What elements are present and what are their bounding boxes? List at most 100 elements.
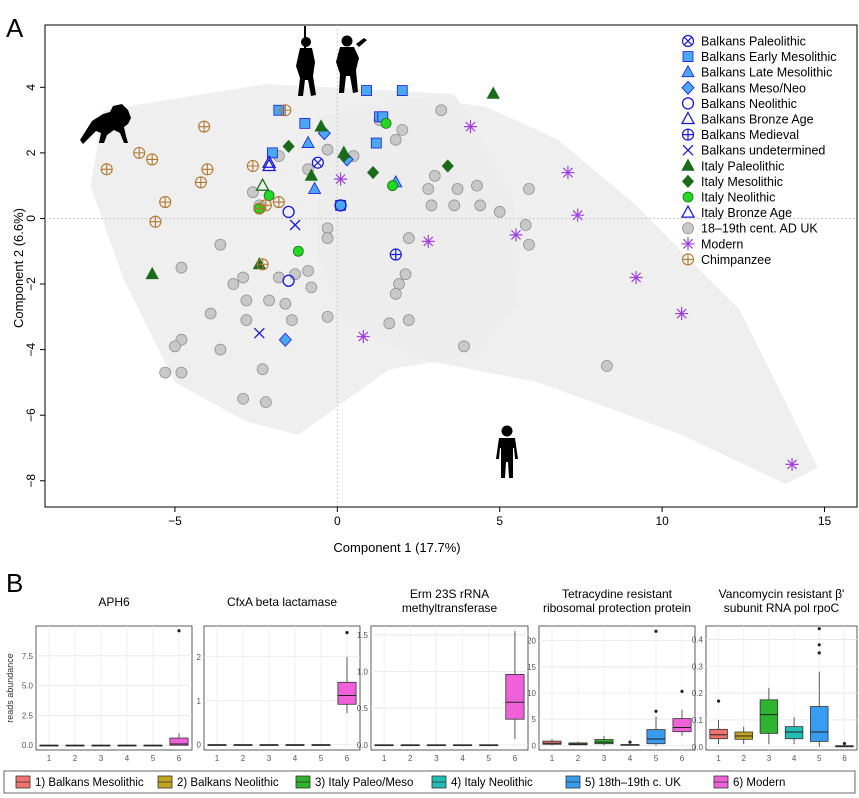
box-x-tick-label: 3 bbox=[767, 754, 772, 763]
box-4 bbox=[285, 744, 305, 746]
box-3 bbox=[594, 735, 614, 746]
balkans-late-mesolithic-point bbox=[307, 181, 322, 194]
italy-neolithic-point bbox=[380, 117, 392, 129]
boxplot-y-axis-label: reads abundance bbox=[5, 653, 15, 723]
boxplot-title: APH6 bbox=[98, 595, 130, 609]
box-x-tick-label: 2 bbox=[576, 754, 581, 763]
balkans-paleolithic-point bbox=[311, 156, 324, 169]
legend-marker-italy-neolithic bbox=[682, 191, 694, 203]
box-x-tick-label: 3 bbox=[99, 754, 104, 763]
chimpanzee-icon bbox=[80, 104, 131, 144]
chimpanzee-point bbox=[256, 258, 269, 271]
legend-label-balkans-early-mesolithic: Balkans Early Mesolithic bbox=[701, 50, 836, 64]
legend-label-italy-mesolithic: Italy Mesolithic bbox=[701, 175, 783, 189]
18-19th-cent-ad-uk-point bbox=[383, 317, 396, 330]
series-balkans-undetermined bbox=[253, 219, 301, 339]
italy-neolithic-point bbox=[263, 190, 275, 201]
legend-label-balkans-bronze-age: Balkans Bronze Age bbox=[701, 113, 814, 127]
box-5 bbox=[311, 744, 331, 746]
box-x-tick-label: 4 bbox=[293, 754, 298, 763]
pca-y-ticks: −8 −6 −4 −2 0 2 4 bbox=[24, 84, 45, 488]
18-19th-cent-ad-uk-point bbox=[240, 294, 253, 307]
box-2 bbox=[400, 744, 420, 747]
legend-label-balkans-neolithic: Balkans Neolithic bbox=[701, 97, 797, 111]
box-6 bbox=[672, 689, 692, 736]
y-tick-label: 4 bbox=[24, 84, 38, 91]
box-x-tick-label: 1 bbox=[215, 754, 220, 763]
legend-label-balkans-paleolithic: Balkans Paleolithic bbox=[701, 35, 806, 49]
legend-marker-balkans-neolithic bbox=[681, 97, 695, 110]
18-19th-cent-ad-uk-point bbox=[305, 281, 318, 294]
legend-marker-balkans-paleolithic bbox=[681, 34, 695, 48]
18-19th-cent-ad-uk-point bbox=[175, 366, 188, 379]
box-x-tick-label: 6 bbox=[177, 754, 182, 763]
box-3 bbox=[426, 744, 446, 747]
box-5 bbox=[646, 629, 666, 746]
box-body bbox=[169, 737, 189, 746]
box-5 bbox=[143, 744, 163, 747]
chimpanzee-point bbox=[100, 163, 113, 176]
legend-label-balkans-late-mesolithic: Balkans Late Mesolithic bbox=[701, 66, 832, 80]
boxplot-frame bbox=[538, 625, 696, 751]
box-body bbox=[646, 729, 666, 745]
18-19th-cent-ad-uk-point bbox=[389, 288, 402, 300]
box-y-tick-label: 0 bbox=[197, 741, 202, 750]
legend-marker-italy-mesolithic bbox=[681, 174, 695, 188]
box-x-tick-label: 2 bbox=[408, 754, 413, 763]
balkans-neolithic-point bbox=[334, 199, 347, 212]
chimpanzee-point bbox=[253, 202, 266, 215]
legend-marker-balkans-undetermined bbox=[682, 144, 694, 156]
box-y-tick-label: 7.5 bbox=[22, 652, 34, 661]
box-x-tick-label: 1 bbox=[382, 754, 387, 763]
chimpanzee-point bbox=[149, 215, 162, 228]
y-tick-label: −2 bbox=[24, 277, 38, 291]
chimpanzee-point bbox=[246, 159, 259, 173]
boxplot-4: 0 5 10 15 20 1 2 3 4 5 6 Tetracydine resistant ribos… bbox=[527, 587, 696, 763]
box-x-tick-label: 1 bbox=[716, 754, 721, 763]
box-6 bbox=[505, 631, 525, 739]
box-outlier bbox=[716, 699, 721, 703]
legend-label-italy-bronze-age: Italy Bronze Age bbox=[701, 206, 792, 220]
boxplot-frame bbox=[203, 625, 361, 751]
modern-point bbox=[356, 329, 370, 343]
legend-marker-balkans-medieval bbox=[681, 128, 695, 141]
legend-b-label: 3) Italy Paleo/Meso bbox=[315, 777, 413, 789]
chimpanzee-point bbox=[194, 176, 207, 189]
modern-point bbox=[463, 120, 477, 134]
18-19th-cent-ad-uk-point bbox=[393, 278, 405, 290]
box-outlier bbox=[177, 629, 181, 633]
box-outlier bbox=[680, 689, 684, 694]
balkans-early-mesolithic-point bbox=[396, 85, 408, 96]
box-y-tick-label: 1.5 bbox=[357, 631, 369, 640]
hunter-silhouettes-icon bbox=[296, 26, 367, 96]
legend-label-balkans-undetermined: Balkans undetermined bbox=[701, 144, 825, 158]
box-outlier bbox=[654, 629, 658, 633]
series-balkans-bronze-age bbox=[262, 154, 277, 172]
18-19th-cent-ad-uk-point bbox=[240, 314, 253, 326]
box-x-tick-label: 3 bbox=[602, 754, 607, 763]
legend-marker-balkans-bronze-age bbox=[680, 111, 696, 125]
italy-paleolithic-point bbox=[314, 119, 328, 132]
box-y-tick-label: 0.0 bbox=[357, 741, 369, 750]
box-6 bbox=[835, 741, 854, 748]
x-tick-label: 10 bbox=[655, 514, 669, 528]
18-19th-cent-ad-uk-point bbox=[214, 238, 227, 251]
box-body bbox=[709, 728, 728, 740]
18-19th-cent-ad-uk-point bbox=[451, 183, 464, 195]
series-balkans-neolithic bbox=[282, 199, 347, 287]
18-19th-cent-ad-uk-point bbox=[214, 343, 227, 356]
legend-b-label: 4) Italy Neolithic bbox=[451, 777, 533, 789]
pca-points bbox=[100, 85, 799, 471]
box-y-tick-label: 2 bbox=[197, 653, 202, 662]
legend-marker-18-19th-cent-ad-uk bbox=[682, 222, 694, 235]
box-y-tick-label: 1 bbox=[197, 697, 202, 706]
box-y-tick-label: 0.0 bbox=[22, 741, 34, 750]
convex-hulls bbox=[90, 84, 819, 485]
box-x-tick-label: 6 bbox=[345, 754, 350, 763]
box-y-tick-label: 1.0 bbox=[357, 667, 369, 676]
italy-paleolithic-point bbox=[145, 266, 159, 280]
box-x-tick-label: 6 bbox=[842, 754, 847, 763]
18-19th-cent-ad-uk-point bbox=[399, 268, 412, 281]
box-y-tick-label: 20 bbox=[527, 637, 536, 646]
18-19th-cent-ad-uk-point bbox=[458, 340, 470, 353]
